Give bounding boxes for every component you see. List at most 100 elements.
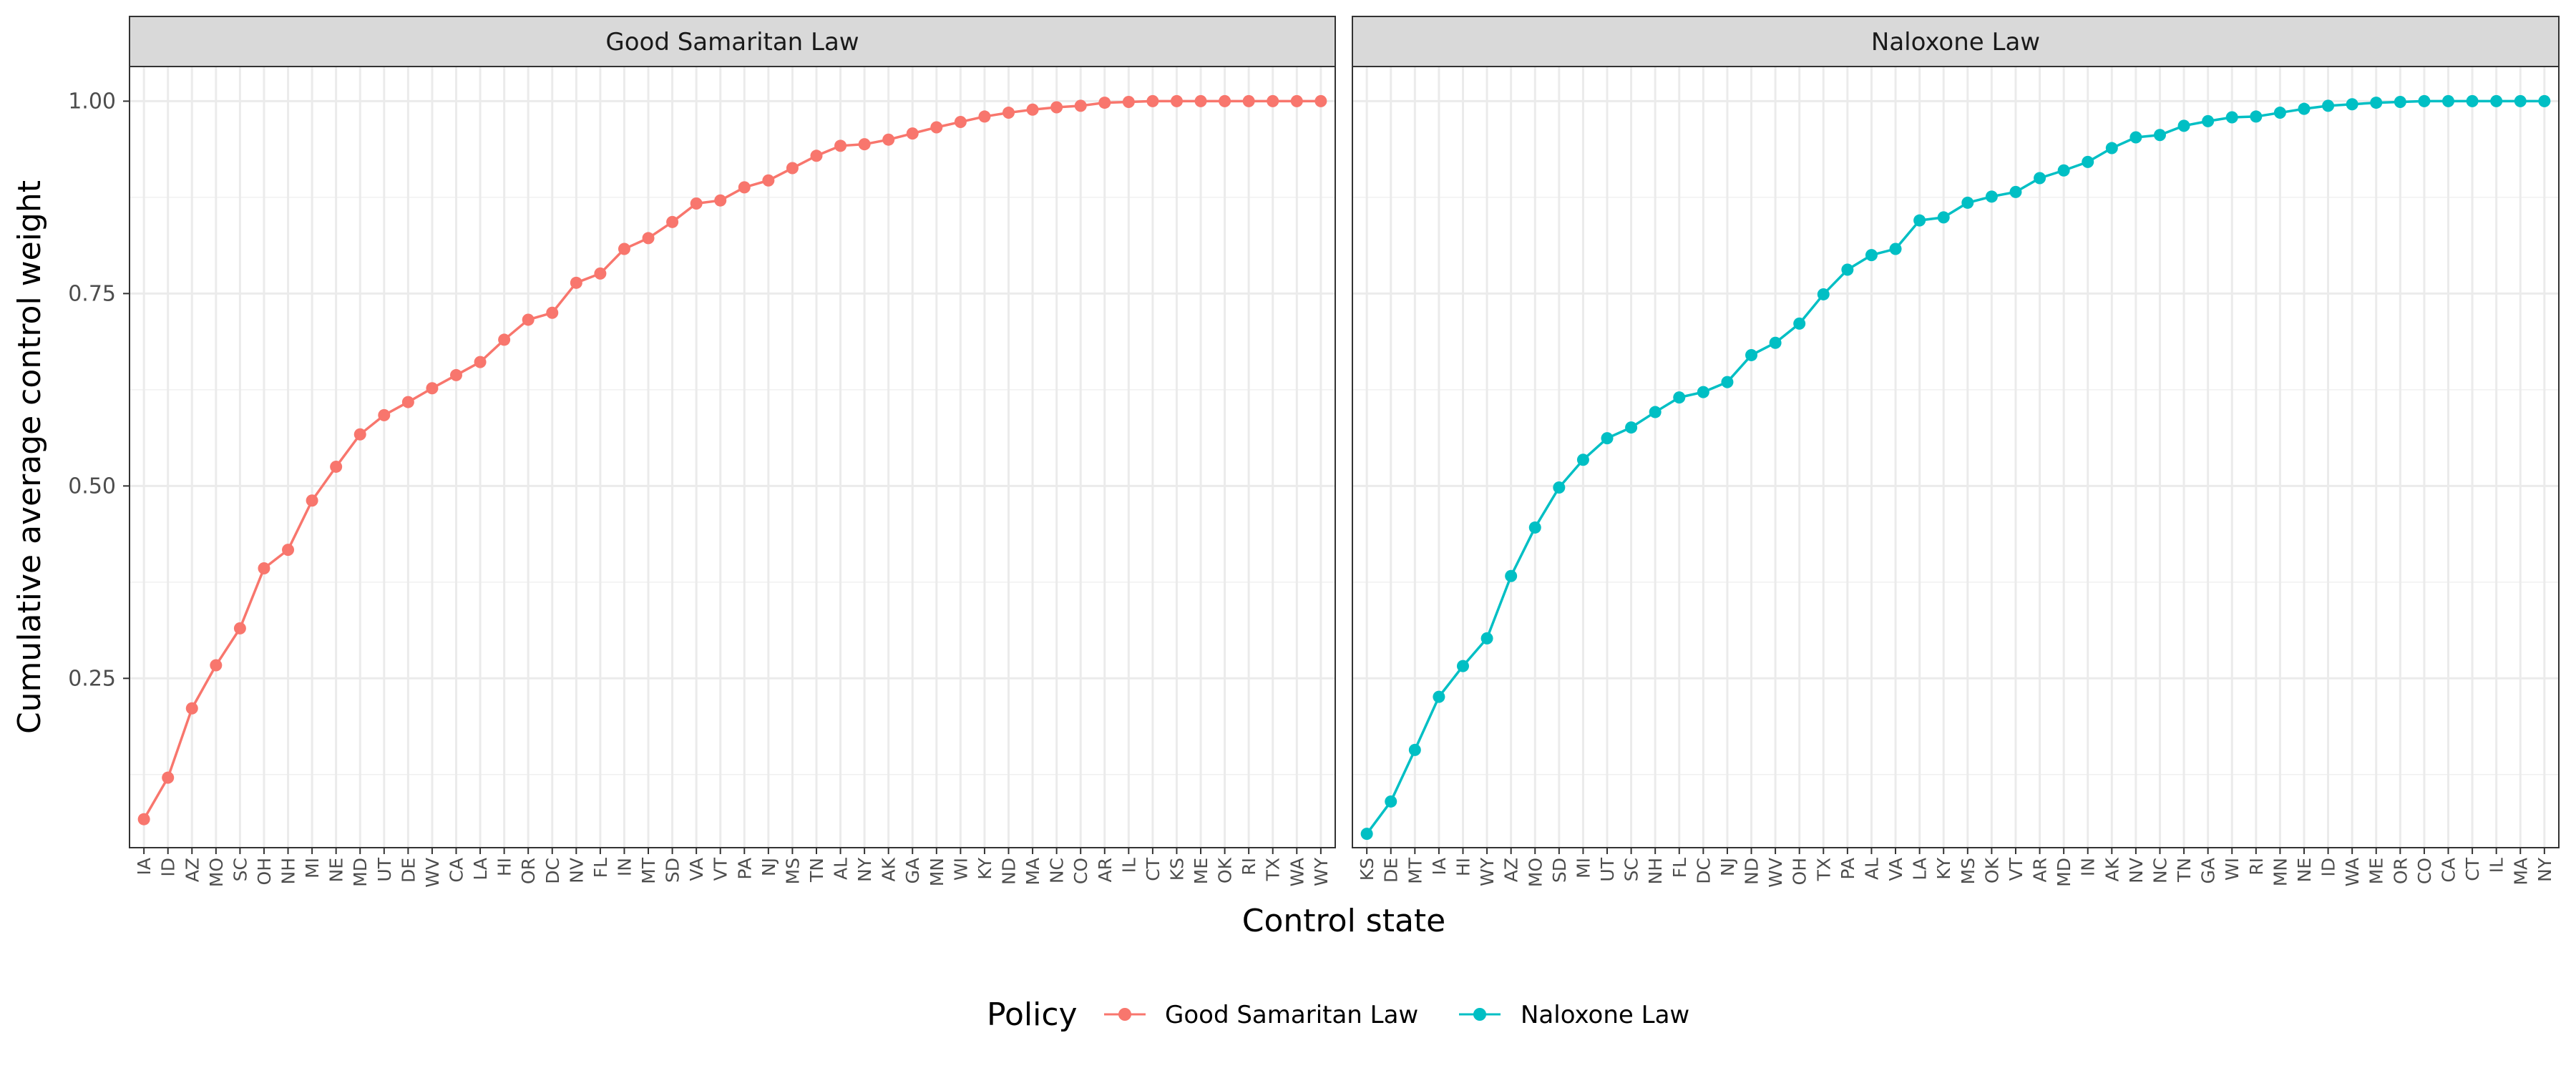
data-point bbox=[1385, 795, 1397, 808]
x-tick-label: SC bbox=[230, 858, 250, 881]
data-point bbox=[666, 215, 679, 228]
x-tick-label: NV bbox=[2126, 858, 2147, 883]
x-tick-label: FL bbox=[590, 858, 611, 878]
x-tick-label: NY bbox=[854, 857, 875, 882]
x-tick-label: MI bbox=[1573, 858, 1594, 878]
data-point bbox=[2418, 94, 2431, 107]
x-tick-label: UT bbox=[374, 857, 395, 881]
data-point bbox=[1937, 211, 1950, 224]
x-tick-label: OR bbox=[2390, 858, 2411, 884]
data-point bbox=[690, 197, 703, 210]
data-point bbox=[2490, 94, 2503, 107]
major-grid bbox=[1352, 67, 2559, 848]
data-point bbox=[2009, 185, 2022, 198]
data-point bbox=[618, 242, 630, 255]
legend-label-naloxone: Naloxone Law bbox=[1521, 1001, 1689, 1029]
data-point bbox=[1865, 249, 1878, 262]
x-tick-label: OH bbox=[1790, 858, 1810, 885]
x-tick-label: AK bbox=[2102, 857, 2122, 881]
x-tick-label: WA bbox=[2342, 858, 2363, 886]
x-tick-label: NV bbox=[566, 858, 587, 883]
data-point bbox=[210, 659, 223, 672]
x-tick-label: NC bbox=[1047, 858, 1068, 883]
x-tick-label: MO bbox=[206, 858, 227, 887]
data-point bbox=[498, 333, 511, 346]
x-tick-label: KS bbox=[1166, 858, 1187, 881]
data-point bbox=[1360, 828, 1373, 841]
data-point bbox=[306, 494, 318, 507]
data-point bbox=[1985, 190, 1998, 203]
x-tick-label: OR bbox=[518, 858, 539, 884]
x-tick-label: MO bbox=[1525, 858, 1546, 887]
x-tick-label: NE bbox=[326, 858, 347, 883]
x-tick-label: CA bbox=[446, 858, 467, 883]
data-point bbox=[762, 174, 775, 187]
data-point bbox=[1219, 94, 1231, 107]
x-tick-label: NH bbox=[1645, 858, 1666, 885]
data-point bbox=[2346, 98, 2358, 111]
legend-key-good-samaritan bbox=[1104, 1008, 1146, 1021]
data-point bbox=[1146, 94, 1159, 107]
x-tick-label: OH bbox=[254, 858, 275, 885]
x-tick-label: MI bbox=[302, 858, 323, 878]
x-tick-label: IL bbox=[2487, 858, 2507, 873]
x-tick-label: IA bbox=[134, 858, 155, 875]
data-point bbox=[642, 232, 655, 245]
data-point bbox=[2153, 129, 2166, 142]
data-point bbox=[2177, 119, 2190, 132]
data-point bbox=[2202, 114, 2215, 127]
data-point bbox=[233, 622, 246, 635]
x-tick-label: ID bbox=[158, 858, 179, 877]
data-point bbox=[1913, 214, 1926, 227]
data-point bbox=[1194, 94, 1207, 107]
data-point bbox=[449, 368, 462, 381]
data-point bbox=[1267, 94, 1279, 107]
x-tick-label: WY bbox=[1311, 857, 1332, 886]
data-point bbox=[1098, 97, 1111, 109]
x-tick-label: DC bbox=[1693, 858, 1714, 884]
data-point bbox=[1745, 348, 1758, 361]
x-tick-label: OK bbox=[1981, 857, 2002, 883]
x-tick-label: ID bbox=[2318, 858, 2339, 877]
y-tick-label: 0.25 bbox=[68, 666, 116, 691]
data-point bbox=[1961, 196, 1974, 209]
strip-title: Naloxone Law bbox=[1871, 28, 2040, 57]
data-point bbox=[2250, 110, 2263, 123]
x-tick-label: AR bbox=[1095, 858, 1116, 882]
x-tick-label: KY bbox=[975, 857, 995, 880]
y-axis: 0.25 0.50 0.75 1.00 bbox=[68, 89, 130, 691]
data-point bbox=[2225, 111, 2238, 124]
data-point bbox=[1480, 632, 1493, 645]
x-tick-label: KS bbox=[1357, 858, 1377, 881]
data-point bbox=[522, 313, 535, 326]
x-tick-label: NJ bbox=[758, 858, 779, 876]
data-point bbox=[2105, 142, 2118, 155]
data-point bbox=[2034, 172, 2046, 185]
data-point bbox=[570, 276, 582, 289]
data-point bbox=[1242, 94, 1255, 107]
x-tick-label: MS bbox=[1958, 858, 1979, 884]
series-good-samaritan bbox=[137, 94, 1327, 825]
x-axis-title: Control state bbox=[1242, 903, 1446, 939]
x-tick-label: ND bbox=[1742, 858, 1762, 885]
x-tick-label: VT bbox=[711, 857, 731, 881]
data-point bbox=[906, 127, 919, 140]
legend: Policy Good Samaritan Law Naloxone Law bbox=[987, 996, 1689, 1033]
x-tick-label: CT bbox=[1143, 857, 1163, 881]
legend-key-naloxone bbox=[1459, 1008, 1501, 1021]
x-tick-label: WI bbox=[2222, 858, 2243, 881]
x-tick-label: TX bbox=[1813, 858, 1834, 881]
data-point bbox=[1408, 743, 1421, 756]
x-tick-label: CO bbox=[2414, 858, 2435, 884]
x-tick-label: ME bbox=[2366, 858, 2387, 884]
data-point bbox=[1314, 94, 1327, 107]
x-tick-label: NE bbox=[2294, 858, 2315, 883]
x-tick-label: PA bbox=[734, 858, 755, 880]
x-tick-label: GA bbox=[2198, 858, 2219, 883]
data-point bbox=[738, 181, 751, 194]
data-point bbox=[1889, 242, 1902, 255]
x-tick-label: NJ bbox=[1717, 858, 1738, 876]
data-point bbox=[1817, 288, 1830, 300]
x-tick-label: WV bbox=[1765, 858, 1786, 888]
